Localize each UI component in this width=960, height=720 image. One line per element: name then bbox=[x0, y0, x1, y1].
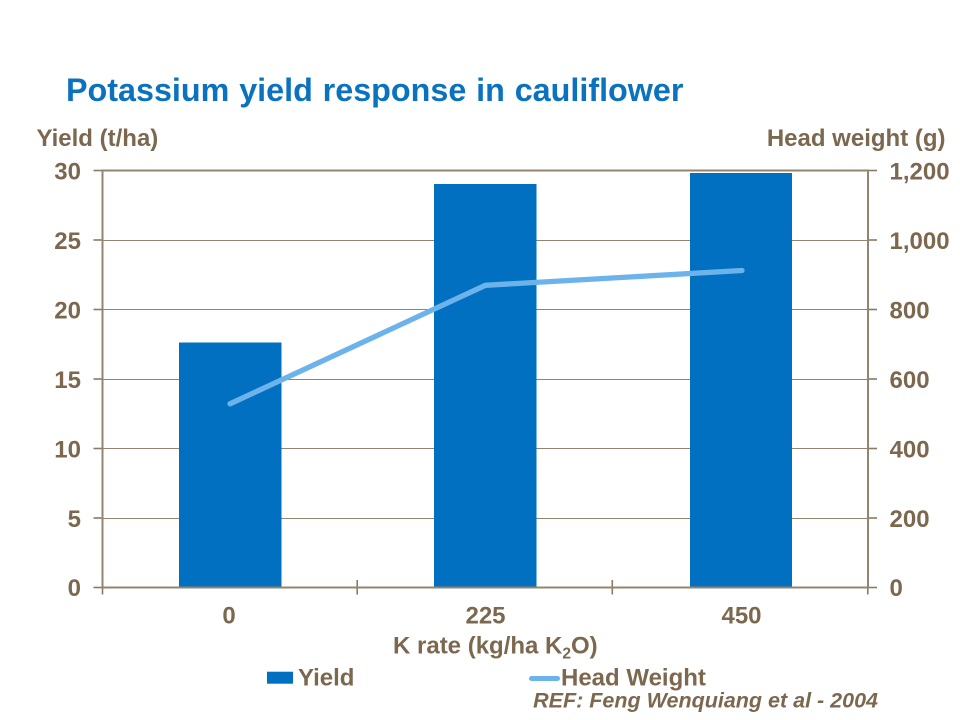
svg-text:200: 200 bbox=[890, 506, 930, 533]
svg-text:5: 5 bbox=[68, 506, 81, 533]
svg-text:15: 15 bbox=[54, 367, 81, 394]
svg-text:450: 450 bbox=[721, 603, 761, 630]
svg-text:0: 0 bbox=[222, 603, 235, 630]
svg-text:25: 25 bbox=[54, 228, 81, 255]
svg-text:Yield (t/ha): Yield (t/ha) bbox=[37, 125, 159, 152]
svg-text:0: 0 bbox=[890, 575, 903, 602]
svg-text:Head weight (g): Head weight (g) bbox=[767, 125, 946, 152]
svg-text:0: 0 bbox=[68, 575, 81, 602]
svg-text:Potassium yield response in ca: Potassium yield response in cauliflower bbox=[66, 72, 684, 108]
svg-text:1,200: 1,200 bbox=[890, 158, 950, 185]
svg-text:225: 225 bbox=[465, 603, 505, 630]
svg-text:400: 400 bbox=[890, 436, 930, 463]
svg-text:1,000: 1,000 bbox=[890, 228, 950, 255]
svg-text:10: 10 bbox=[54, 436, 81, 463]
svg-text:30: 30 bbox=[54, 158, 81, 185]
svg-text:20: 20 bbox=[54, 297, 81, 324]
svg-text:Head Weight: Head Weight bbox=[561, 665, 706, 692]
svg-text:600: 600 bbox=[890, 367, 930, 394]
svg-text:Yield: Yield bbox=[298, 665, 354, 692]
svg-text:800: 800 bbox=[890, 297, 930, 324]
svg-text:REF: Feng Wenquiang et al - 20: REF: Feng Wenquiang et al - 2004 bbox=[533, 689, 878, 713]
